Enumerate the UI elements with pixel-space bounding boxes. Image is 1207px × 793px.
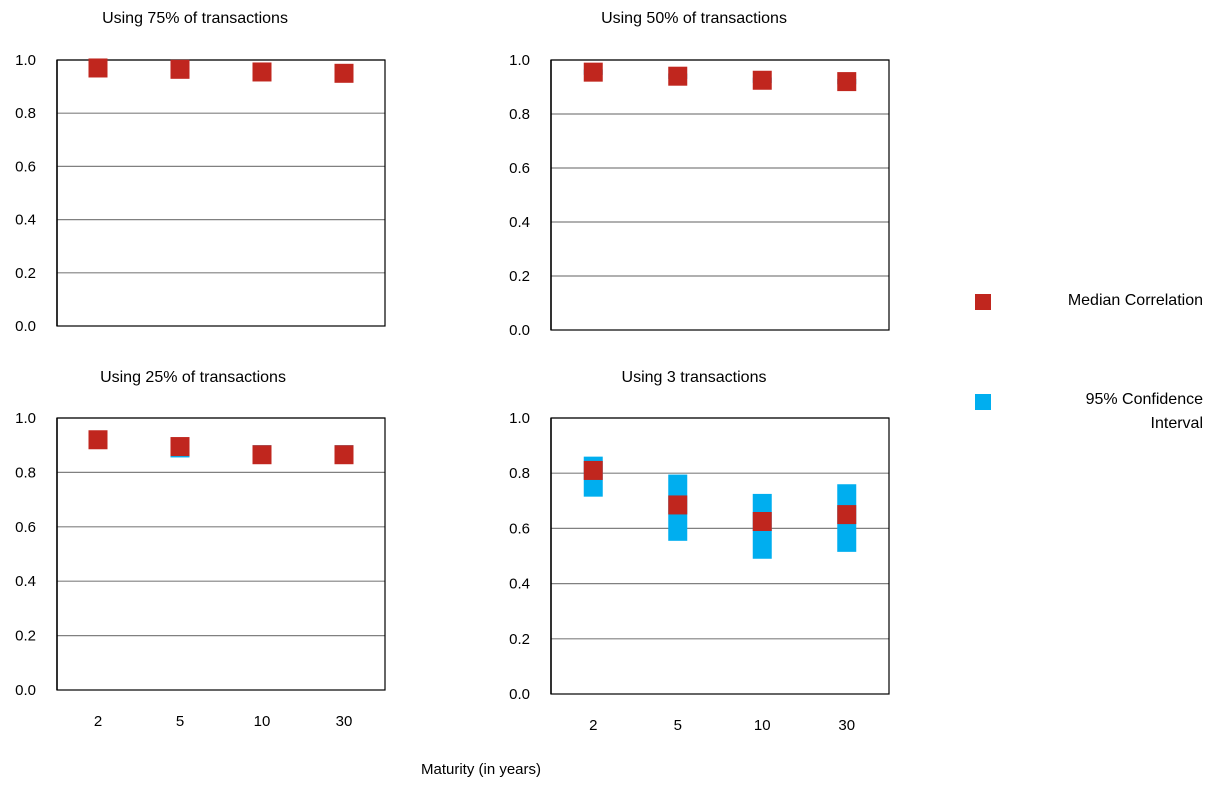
y-tick-label: 0.2 [509,268,530,285]
y-tick-label: 0.4 [15,212,36,229]
median-point-10 [752,70,772,90]
x-tick-label: 5 [674,717,682,734]
x-tick-label: 5 [176,713,184,730]
y-tick-label: 0.2 [15,628,36,645]
median-point-5 [668,495,688,515]
y-tick-label: 0.2 [509,631,530,648]
y-tick-label: 0.8 [15,105,36,122]
plot-frame [56,59,386,327]
legend: Median Correlation 95% Confidence Interv… [975,292,1203,432]
legend-ci-label-line2: Interval [1151,415,1203,432]
y-tick-label: 1.0 [509,410,530,427]
y-tick-label: 0.8 [509,465,530,482]
y-tick-label: 0.4 [15,573,36,590]
x-tick-label: 2 [589,717,597,734]
x-tick-label: 10 [754,717,771,734]
chart-panel-3: Using 25% of transactions 0.0 0.2 0.4 0.6 0.8… [15,369,386,730]
median-point-5 [170,437,190,457]
y-tick-label: 0.2 [15,265,36,282]
x-tick-label: 2 [94,713,102,730]
legend-ci-swatch [975,394,991,410]
median-point-5 [170,59,190,79]
legend-median-swatch [975,294,991,310]
median-point-10 [752,512,772,531]
chart-panel-4: Using 3 transactions 0.0 0.2 0.4 0.6 0.8 1.0 2 5… [509,369,890,734]
median-point-2 [583,62,603,82]
y-tick-label: 0.0 [509,686,530,703]
chart-panel-2: Using 50% of transactions 0.0 0.2 0.4 0.6 0.8… [509,10,890,339]
legend-ci-label-line1: 95% Confidence [1086,391,1204,408]
chart-title: Using 3 transactions [622,369,767,386]
y-tick-label: 0.6 [15,158,36,175]
plot-frame [550,59,890,331]
y-tick-label: 0.0 [509,322,530,339]
x-tick-label: 30 [838,717,855,734]
median-point-2 [88,58,108,78]
y-tick-label: 0.6 [15,519,36,536]
median-point-10 [252,445,272,465]
x-tick-label: 10 [254,713,271,730]
y-tick-label: 0.8 [15,464,36,481]
y-tick-label: 0.4 [509,576,530,593]
y-tick-label: 1.0 [15,52,36,69]
median-point-30 [334,63,354,83]
median-point-5 [668,66,688,86]
x-axis-label: Maturity (in years) [421,761,541,778]
y-tick-label: 0.4 [509,214,530,231]
y-tick-label: 0.6 [509,520,530,537]
median-point-2 [88,430,108,450]
chart-title: Using 75% of transactions [102,10,288,27]
y-tick-label: 0.0 [15,682,36,699]
median-point-30 [837,72,857,92]
median-point-30 [837,505,857,525]
median-point-10 [252,62,272,82]
median-point-2 [583,460,603,480]
chart-title: Using 50% of transactions [601,10,787,27]
y-tick-label: 0.0 [15,318,36,335]
chart-panel-1: Using 75% of transactions 0.0 0.2 0.4 0.6 0.8… [15,10,386,335]
y-tick-label: 0.6 [509,160,530,177]
chart-title: Using 25% of transactions [100,369,286,386]
median-point-30 [334,445,354,465]
x-tick-label: 30 [336,713,353,730]
y-tick-label: 1.0 [509,52,530,69]
legend-median-label: Median Correlation [1068,292,1203,309]
y-tick-label: 0.8 [509,106,530,123]
y-tick-label: 1.0 [15,410,36,427]
